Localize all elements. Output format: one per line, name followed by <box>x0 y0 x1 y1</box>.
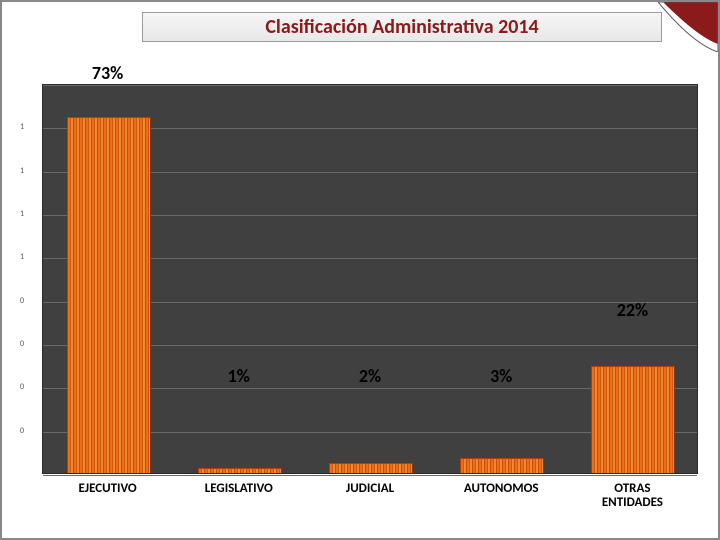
chart-title: Clasificación Administrativa 2014 <box>142 12 662 42</box>
ytick-label: 1 <box>20 122 24 132</box>
ytick-label: 0 <box>20 339 24 349</box>
gridline <box>43 475 697 476</box>
bar-slot <box>588 83 678 473</box>
bar <box>591 366 675 473</box>
ytick-label: 0 <box>20 382 24 392</box>
x-axis-label: JUDICIAL <box>304 482 435 496</box>
ytick-label: 0 <box>20 426 24 436</box>
x-axis-label: LEGISLATIVO <box>173 482 304 496</box>
x-axis-label: EJECUTIVO <box>42 482 173 496</box>
x-axis-label: OTRAS ENTIDADES <box>567 482 698 510</box>
bar-value-label: 2% <box>304 365 435 387</box>
bar <box>198 468 282 473</box>
bar <box>67 117 151 473</box>
ytick-label: 0 <box>20 296 24 306</box>
bar-value-label: 73% <box>42 62 173 84</box>
chart-area: 1 1 1 1 0 0 0 0 73% EJECUTIVO 1% LEGISLATIVO 2% JUDIC… <box>16 62 708 530</box>
x-axis-label: AUTONOMOS <box>436 482 567 496</box>
bar-value-label: 22% <box>567 299 698 321</box>
bar <box>460 458 544 473</box>
bar-slot <box>457 83 547 473</box>
ytick-label: 1 <box>20 209 24 219</box>
bar-slot <box>326 83 416 473</box>
corner-accent <box>658 2 718 52</box>
bar <box>329 463 413 473</box>
ytick-label: 1 <box>20 252 24 262</box>
bar-slot <box>195 83 285 473</box>
bar-value-label: 3% <box>436 365 567 387</box>
bar-value-label: 1% <box>173 365 304 387</box>
ytick-label: 1 <box>20 166 24 176</box>
plot-background <box>42 84 698 474</box>
bar-slot <box>64 83 154 473</box>
slide: Clasificación Administrativa 2014 1 1 1 1 0 0… <box>0 0 720 540</box>
